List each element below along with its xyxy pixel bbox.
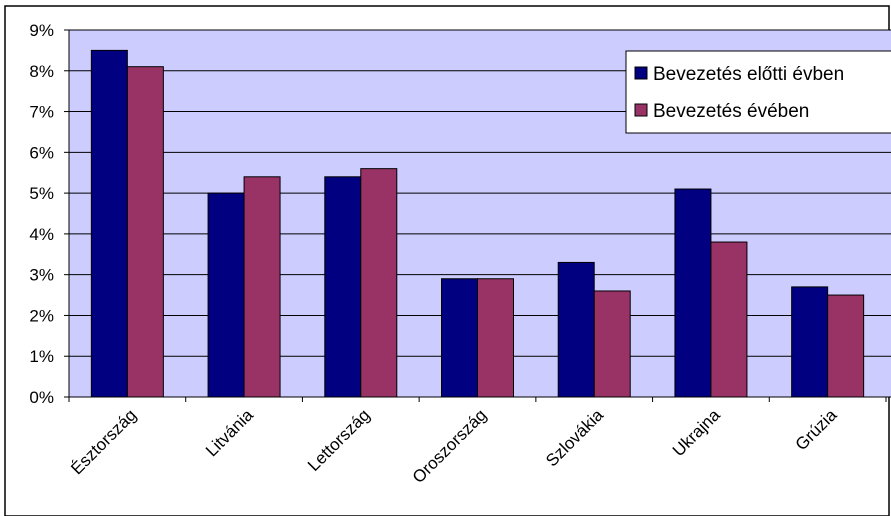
bar-series-2 xyxy=(827,294,865,398)
bar-series-2 xyxy=(477,278,514,398)
legend-swatch-series-1 xyxy=(634,66,648,80)
bar-series-1 xyxy=(674,188,712,398)
bar-series-1 xyxy=(207,192,245,398)
axes xyxy=(64,29,891,402)
y-tick-label: 7% xyxy=(29,103,54,122)
bars xyxy=(90,49,865,398)
y-axis-tick-labels: 0% 1% 2% 3% 4% 5% 6% 7% 8% 9% xyxy=(29,21,54,407)
y-tick-label: 8% xyxy=(29,62,54,81)
y-tick-label: 1% xyxy=(29,347,54,366)
gridlines xyxy=(69,29,891,357)
bar-series-2 xyxy=(360,168,398,398)
y-tick-label: 2% xyxy=(29,306,54,325)
legend-label-series-2: Bevezetés évében xyxy=(653,101,809,122)
bar-series-1 xyxy=(557,261,595,398)
y-tick-label: 4% xyxy=(29,225,54,244)
legend: Bevezetés előtti évben Bevezetés évében xyxy=(625,50,891,134)
y-tick-label: 3% xyxy=(29,266,54,285)
legend-box xyxy=(625,50,891,134)
bar-series-1 xyxy=(324,176,362,398)
bar-series-2 xyxy=(593,290,631,398)
bar-series-1 xyxy=(441,278,478,398)
y-tick-label: 0% xyxy=(29,388,54,407)
legend-label-series-1: Bevezetés előtti évben xyxy=(653,64,844,85)
y-tick-label: 9% xyxy=(29,21,54,40)
bar-series-2 xyxy=(710,241,748,398)
bar-series-1 xyxy=(791,286,829,398)
bar-series-2 xyxy=(126,66,164,398)
legend-swatch-series-2 xyxy=(634,103,648,117)
y-tick-label: 5% xyxy=(29,184,54,203)
bar-series-1 xyxy=(90,49,128,398)
bar-series-2 xyxy=(243,176,281,398)
y-tick-label: 6% xyxy=(29,143,54,162)
